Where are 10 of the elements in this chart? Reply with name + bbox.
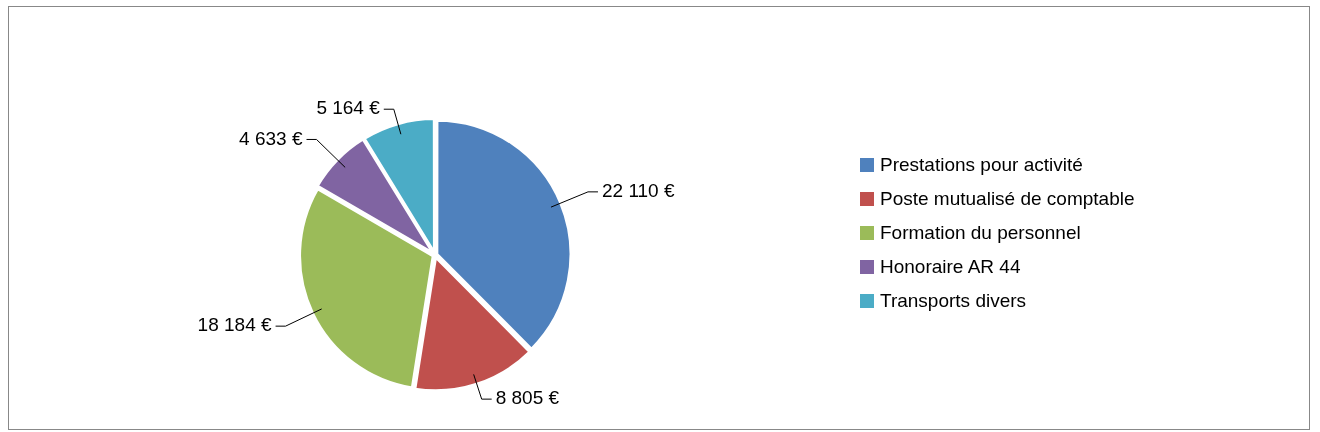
legend-label: Formation du personnel xyxy=(880,222,1081,244)
data-label: 18 184 € xyxy=(197,314,272,336)
data-label: 4 633 € xyxy=(239,127,303,149)
legend-label: Honoraire AR 44 xyxy=(880,256,1021,278)
data-label: 5 164 € xyxy=(316,97,381,119)
legend-label: Prestations pour activité xyxy=(880,154,1083,176)
legend-label: Poste mutualisé de comptable xyxy=(880,188,1135,210)
data-label: 22 110 € xyxy=(601,180,675,202)
legend-label: Transports divers xyxy=(880,290,1027,312)
data-label: 8 805 € xyxy=(495,387,560,409)
